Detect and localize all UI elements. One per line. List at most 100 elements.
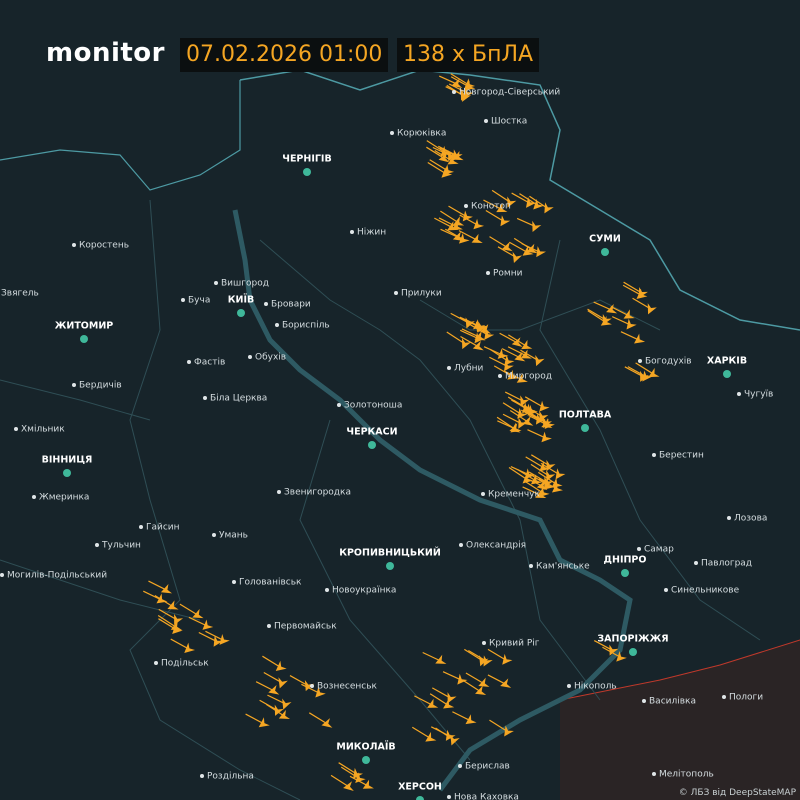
drone-trail <box>489 356 508 367</box>
drone <box>465 317 475 329</box>
drone-trail <box>523 404 543 417</box>
drone-trail <box>513 399 532 412</box>
drone-trail <box>198 631 218 643</box>
drone <box>634 333 646 344</box>
drone <box>507 369 519 380</box>
city-label: Роздільна <box>207 772 254 782</box>
drone <box>362 779 374 789</box>
city-label: Нікополь <box>574 682 617 692</box>
city-dot <box>390 131 394 135</box>
drone-trail <box>507 346 527 357</box>
front-line <box>559 639 800 701</box>
drone <box>304 680 315 692</box>
city-dot <box>727 516 731 520</box>
city-label: Звягель <box>1 289 39 299</box>
city-dot <box>310 684 314 688</box>
drone <box>202 619 214 630</box>
drone-trail <box>464 648 483 662</box>
drone-trail <box>529 473 549 487</box>
drone-trail <box>610 306 630 317</box>
drone-trail <box>587 310 607 323</box>
drone-trail <box>426 140 446 153</box>
drone <box>274 704 284 716</box>
city-label: МИКОЛАЇВ <box>336 742 395 753</box>
drone <box>471 233 483 243</box>
drone <box>483 655 493 667</box>
city-dot <box>337 403 341 407</box>
city-dot <box>214 281 218 285</box>
city-label: Нова Каховка <box>454 793 519 800</box>
drone-count: 138 х БпЛА <box>397 38 540 72</box>
drone-trail <box>593 301 612 311</box>
drone-trail <box>458 230 478 241</box>
drone <box>546 459 556 472</box>
drone <box>282 698 292 710</box>
drone-trail <box>170 638 190 650</box>
city-dot <box>277 490 281 494</box>
drone <box>538 486 550 498</box>
drone <box>219 634 230 645</box>
drone <box>447 150 458 162</box>
drone-trail <box>624 366 644 377</box>
drone-trail <box>158 608 178 621</box>
drone <box>507 196 517 208</box>
drone-trail <box>330 774 350 788</box>
drone <box>353 767 363 779</box>
city-dot <box>638 359 642 363</box>
drone <box>321 718 333 728</box>
drone <box>532 220 542 232</box>
drone <box>512 251 523 264</box>
drone-trail <box>489 236 508 249</box>
drone <box>452 231 464 242</box>
drone-trail <box>524 396 544 408</box>
city-dot <box>187 360 191 364</box>
city-dot <box>642 699 646 703</box>
drone <box>623 309 635 319</box>
drone <box>475 685 487 696</box>
city-dot <box>72 243 76 247</box>
drone <box>275 660 287 671</box>
drone-trail <box>502 413 522 424</box>
drone-trail <box>524 480 544 494</box>
city-label: Прилуки <box>401 289 442 299</box>
city-dot <box>498 374 502 378</box>
drone <box>524 468 536 480</box>
drone-trail <box>422 651 441 662</box>
city-dot <box>139 525 143 529</box>
brand: monitor <box>46 38 165 68</box>
drone <box>533 198 544 210</box>
drone <box>555 468 566 480</box>
city-dot <box>14 427 18 431</box>
city-label: ЧЕРНІГІВ <box>282 154 331 165</box>
drone <box>516 373 528 383</box>
drone <box>539 410 549 422</box>
city-dot <box>95 543 99 547</box>
occupied-area <box>560 640 800 800</box>
drone-trail <box>148 580 167 591</box>
city-dot <box>737 392 741 396</box>
drone-trail <box>188 616 208 627</box>
drone <box>501 241 513 252</box>
drone-trail <box>462 679 482 693</box>
drone-trail <box>502 402 522 415</box>
city-dot <box>200 774 204 778</box>
drone-trail <box>508 467 528 481</box>
drone <box>465 714 477 725</box>
city-label: ЧЕРКАСИ <box>346 427 397 438</box>
city-label: Бориспіль <box>282 321 330 331</box>
drone-trail <box>440 210 459 224</box>
drone-trail <box>432 146 452 157</box>
drone-trail <box>493 365 513 377</box>
drone-trail <box>530 413 549 425</box>
drone <box>268 684 280 695</box>
drone-trail <box>143 590 162 601</box>
drone-trail <box>465 672 485 685</box>
drone-trail <box>461 328 481 338</box>
drone <box>544 202 554 214</box>
city-label: ДНІПРО <box>604 555 647 566</box>
city-dot <box>248 355 252 359</box>
drone-trail <box>519 193 538 206</box>
drone <box>527 404 538 416</box>
drone <box>452 151 464 161</box>
drone <box>278 677 288 689</box>
